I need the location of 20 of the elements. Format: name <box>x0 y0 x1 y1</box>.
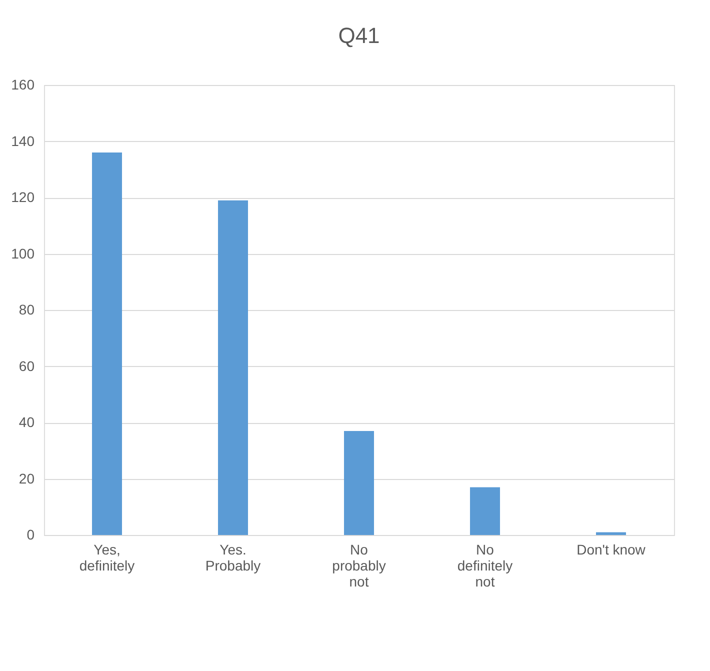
chart-title: Q41 <box>338 23 380 48</box>
y-tick-label: 0 <box>26 526 35 542</box>
x-tick-label: No definitely not <box>457 542 513 590</box>
y-tick-label: 60 <box>18 358 35 374</box>
bar <box>92 152 122 535</box>
bar <box>218 200 248 535</box>
y-tick-label: 20 <box>18 470 35 486</box>
x-tick-label: Yes, definitely <box>79 542 135 574</box>
y-tick-label: 100 <box>11 245 35 262</box>
y-tick-label: 40 <box>18 414 35 430</box>
y-tick-label: 120 <box>11 189 35 205</box>
x-tick-label: No probably not <box>332 542 386 590</box>
bar <box>344 430 374 535</box>
bar <box>470 487 500 535</box>
bar <box>596 532 626 535</box>
y-tick-label: 160 <box>11 76 35 92</box>
y-tick-label: 140 <box>11 132 35 149</box>
x-tick-label: Don't know <box>576 542 646 558</box>
y-tick-label: 80 <box>18 302 35 318</box>
x-tick-label: Yes. Probably <box>205 542 261 574</box>
